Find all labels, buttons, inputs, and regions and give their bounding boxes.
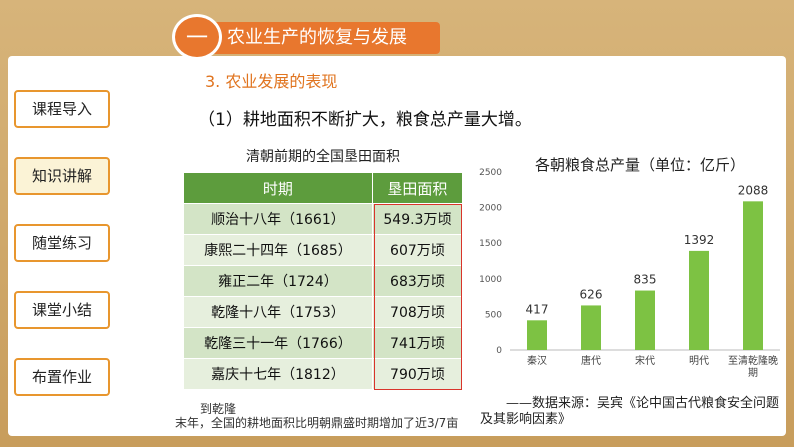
nav-button[interactable]: 布置作业 (14, 358, 110, 396)
nav-button[interactable]: 课堂小结 (14, 291, 110, 329)
table-cell: 乾隆十八年（1753） (183, 296, 373, 328)
table-header: 时期 垦田面积 (183, 172, 464, 204)
x-tick-label: 宋代 (635, 356, 655, 367)
table-title: 清朝前期的全国垦田面积 (246, 149, 400, 165)
bar (689, 250, 709, 350)
bar (581, 305, 601, 350)
source: ——数据来源：吴宾《论中国古代粮食安全问题及其影响因素》 (480, 396, 780, 427)
table-row: 嘉庆十七年（1812） 790万顷 (183, 358, 464, 390)
table-cell: 549.3万顷 (371, 203, 464, 235)
table-row: 康熙二十四年（1685） 607万顷 (183, 234, 464, 266)
x-tick-label: 唐代 (581, 356, 601, 367)
data-label: 835 (634, 273, 657, 287)
point-text: （1）耕地面积不断扩大，粮食总产量大增。 (198, 110, 532, 130)
nav-button[interactable]: 知识讲解 (14, 157, 110, 195)
chart-title: 各朝粮食总产量（单位：亿斤） (535, 156, 745, 174)
table-cell: 607万顷 (371, 234, 464, 266)
y-tick-label: 0 (496, 346, 502, 356)
header-number: 一 (172, 14, 222, 60)
section-title: 3. 农业发展的表现 (205, 72, 338, 91)
table-cell: 雍正二年（1724） (183, 265, 373, 297)
column-header: 垦田面积 (371, 172, 464, 204)
table-cell: 741万顷 (371, 327, 464, 359)
data-label: 2088 (738, 183, 769, 197)
table-cell: 683万顷 (371, 265, 464, 297)
table-body: 顺治十八年（1661） 549.3万顷 康熙二十四年（1685） 607万顷 雍正二年（… (183, 203, 464, 390)
data-label: 626 (580, 287, 603, 301)
nav-button[interactable]: 随堂练习 (14, 224, 110, 262)
table-row: 乾隆三十一年（1766） 741万顷 (183, 327, 464, 359)
chart-svg: 各朝粮食总产量（单位：亿斤） 0 500 1000 1500 2000 2500 417 626… (479, 156, 780, 356)
y-tick-label: 500 (485, 310, 502, 320)
table-cell: 康熙二十四年（1685） (183, 234, 373, 266)
data-label: 1392 (684, 233, 715, 247)
bar (743, 201, 763, 350)
y-tick-label: 2500 (479, 168, 502, 178)
x-tick-label: 秦汉 (527, 356, 547, 367)
bar (527, 320, 547, 350)
y-tick-label: 1500 (479, 239, 502, 249)
highlight-box (374, 204, 462, 390)
x-tick-label: 明代 (689, 356, 709, 367)
note: 末年，全国的耕地面积比明朝鼎盛时期增加了近3/7亩 (175, 416, 459, 430)
note: 到乾隆 (200, 402, 237, 416)
header-title: 农业生产的恢复与发展 (205, 22, 440, 54)
table: 时期 垦田面积 顺治十八年（1661） 549.3万顷 康熙二十四年（1685） 607万… (183, 172, 464, 390)
table-cell: 乾隆三十一年（1766） (183, 327, 373, 359)
column-header: 时期 (183, 172, 373, 204)
x-tick-label: 至清乾隆晚期 (728, 356, 778, 379)
nav-button[interactable]: 课程导入 (14, 90, 110, 128)
table-cell: 顺治十八年（1661） (183, 203, 373, 235)
table-row: 雍正二年（1724） 683万顷 (183, 265, 464, 297)
y-tick-label: 2000 (479, 204, 502, 214)
bar (635, 290, 655, 350)
table-row: 顺治十八年（1661） 549.3万顷 (183, 203, 464, 235)
table-row: 乾隆十八年（1753） 708万顷 (183, 296, 464, 328)
data-label: 417 (526, 302, 549, 316)
table-cell: 嘉庆十七年（1812） (183, 358, 373, 390)
chart: 各朝粮食总产量（单位：亿斤） 0 500 1000 1500 2000 2500 417 626… (470, 150, 794, 390)
y-tick-label: 1000 (479, 275, 502, 285)
